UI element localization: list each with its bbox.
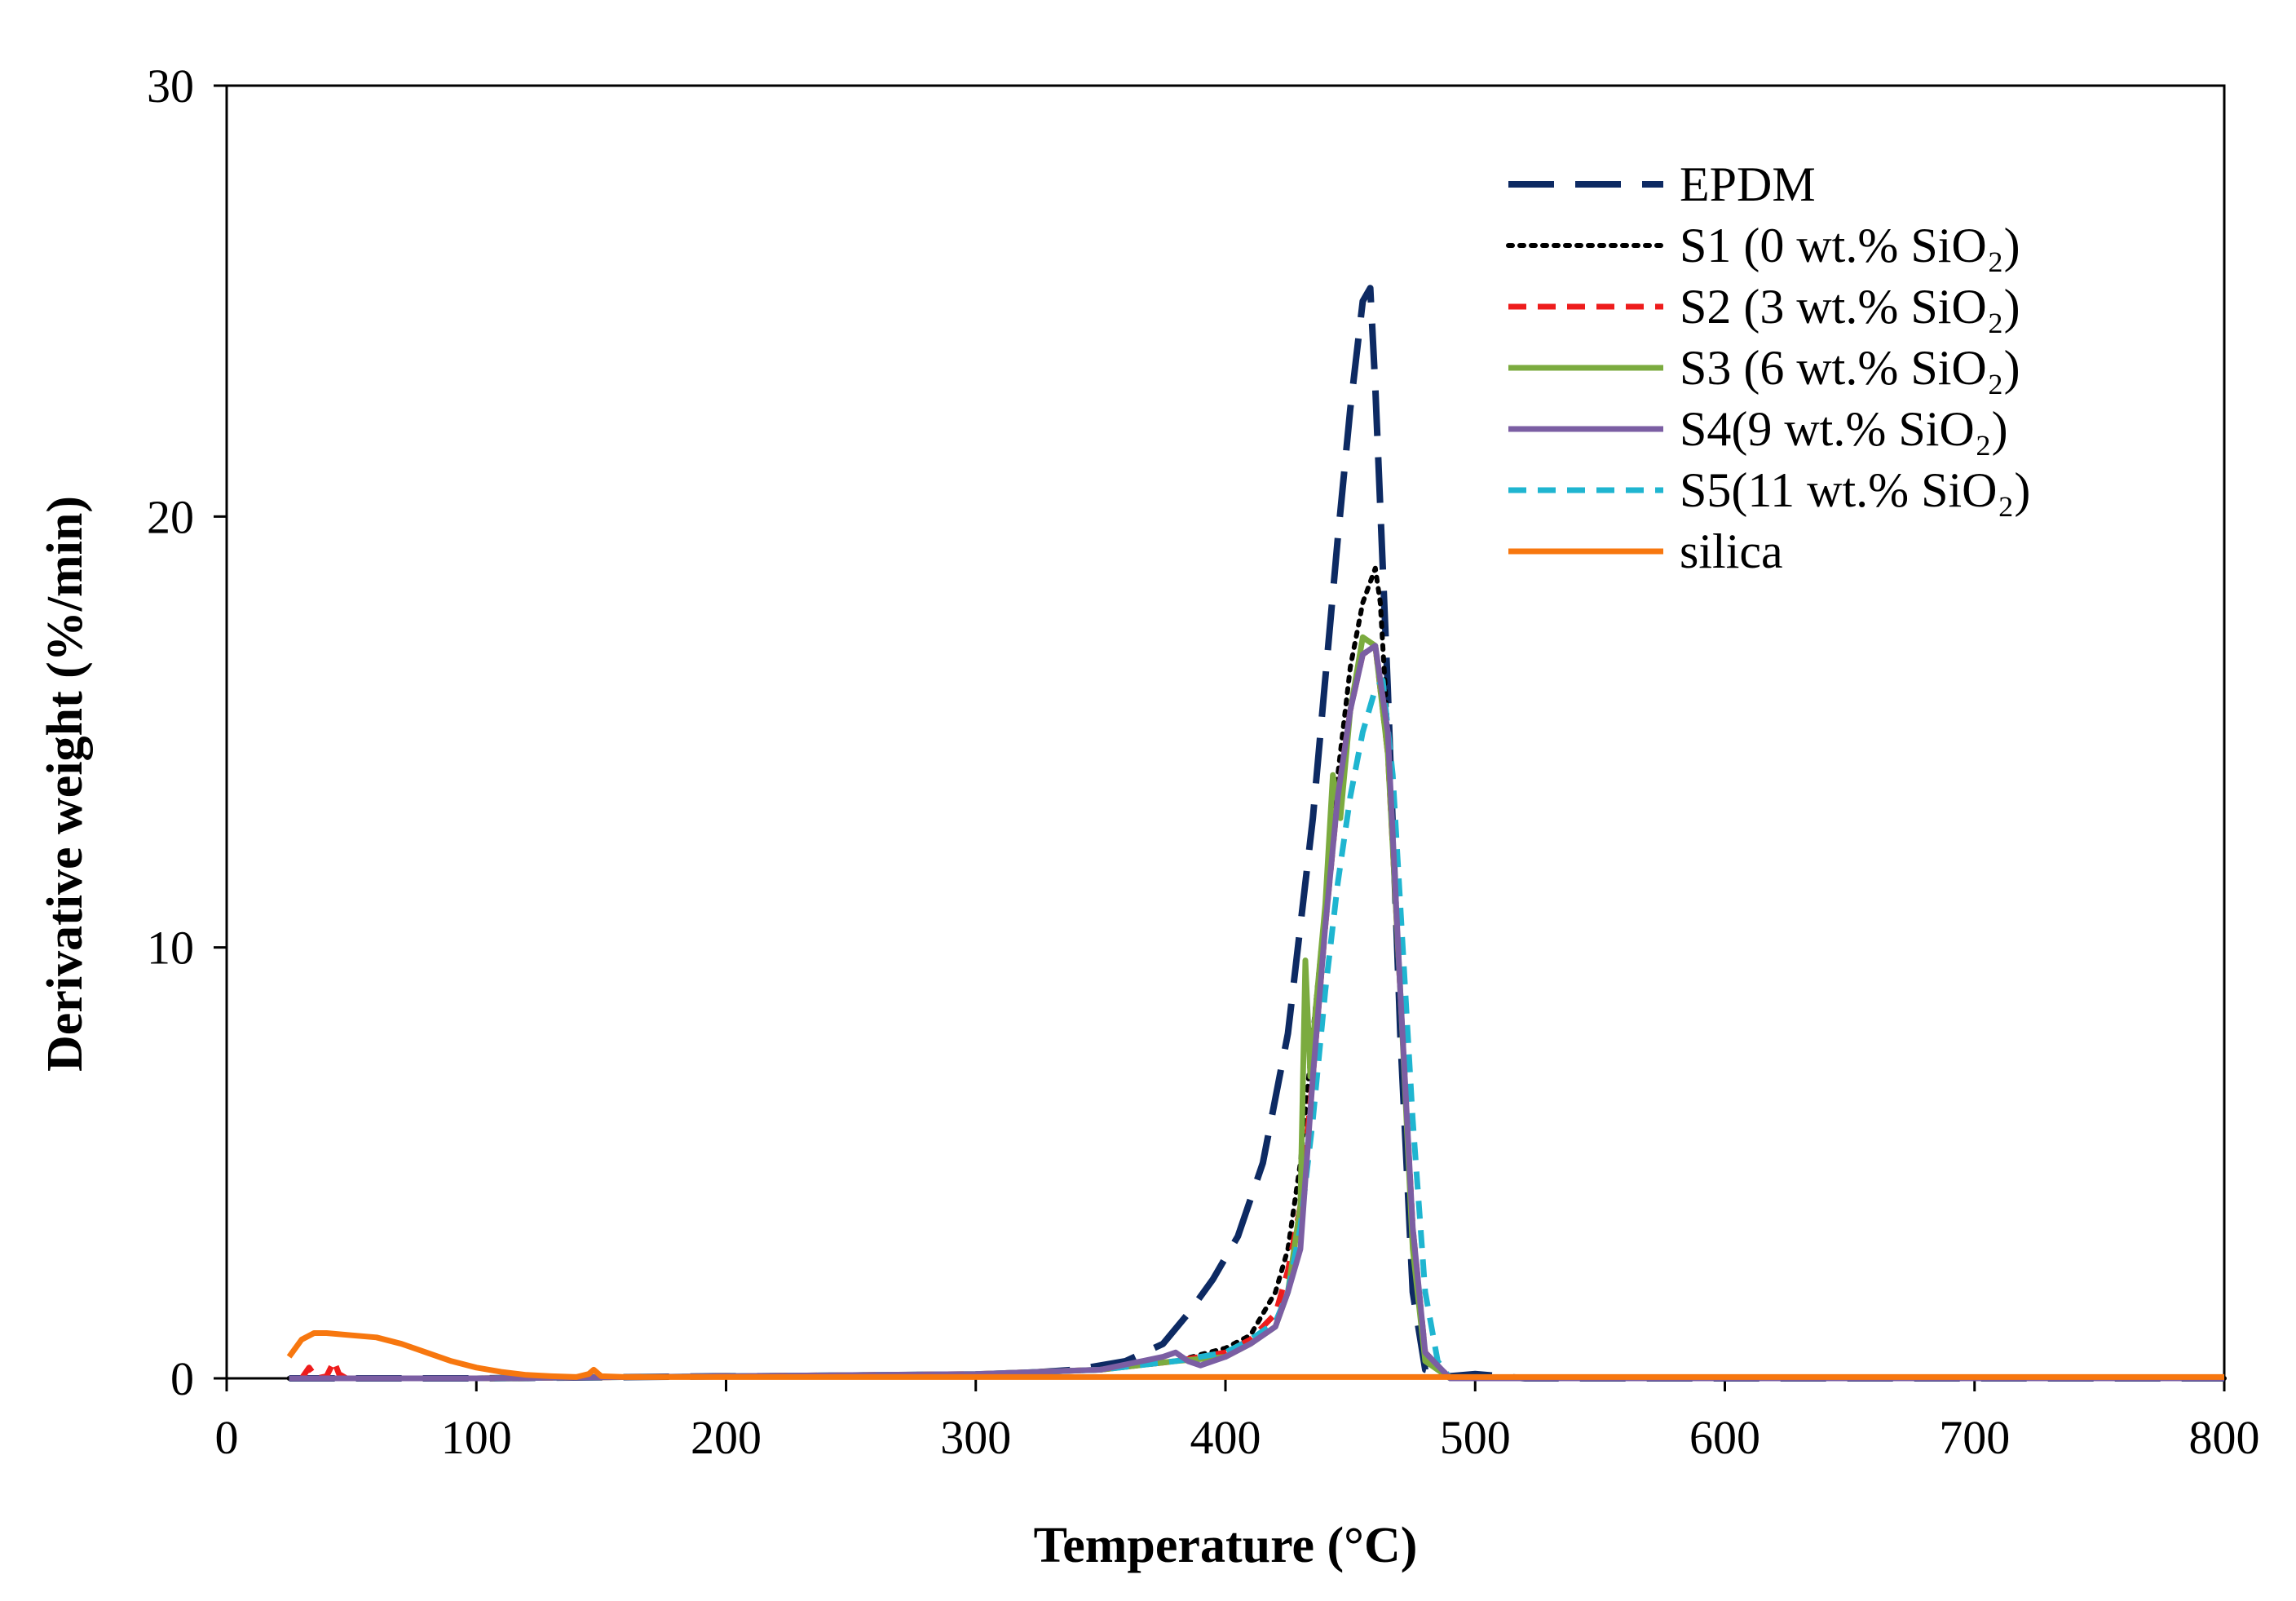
x-axis-title: Temperature (°C) bbox=[1034, 1518, 1418, 1573]
x-tick-label: 600 bbox=[1689, 1411, 1760, 1464]
series-line-s4 bbox=[289, 643, 2224, 1382]
y-tick-label: 20 bbox=[147, 490, 194, 543]
y-tick-label: 0 bbox=[170, 1352, 194, 1405]
series-line-s3 bbox=[289, 634, 2224, 1382]
x-tick-label: 800 bbox=[2189, 1411, 2260, 1464]
x-tick-label: 0 bbox=[215, 1411, 239, 1464]
y-tick-label: 10 bbox=[147, 922, 194, 975]
legend-label-epdm: EPDM bbox=[1680, 157, 1816, 211]
series-line-s5 bbox=[289, 677, 2224, 1382]
series-line-silica bbox=[286, 1330, 2224, 1380]
legend-label-s5: S5(11 wt.% SiO₂) bbox=[1680, 463, 2030, 517]
y-axis-title: Derivative weight (%/min) bbox=[38, 496, 93, 1072]
legend-label-s2: S2 (3 wt.% SiO₂) bbox=[1680, 280, 2020, 334]
x-tick-label: 200 bbox=[691, 1411, 762, 1464]
series-line-s2 bbox=[299, 643, 2224, 1382]
legend-label-s1: S1 (0 wt.% SiO₂) bbox=[1680, 219, 2020, 272]
x-tick-label: 300 bbox=[940, 1411, 1011, 1464]
legend: EPDM S1 (0 wt.% SiO₂) S2 (3 wt.% SiO₂) S3 (… bbox=[1506, 157, 2030, 578]
x-tick-label: 100 bbox=[441, 1411, 512, 1464]
x-tick-label: 400 bbox=[1190, 1411, 1261, 1464]
x-tick-label: 500 bbox=[1440, 1411, 1511, 1464]
y-tick-label: 30 bbox=[147, 60, 194, 113]
x-axis-ticks: 0 100 200 300 400 500 600 700 800 bbox=[215, 1378, 2260, 1464]
x-tick-label: 700 bbox=[1939, 1411, 2010, 1464]
legend-label-s3: S3 (6 wt.% SiO₂) bbox=[1680, 341, 2020, 395]
series-layer bbox=[286, 285, 2227, 1382]
legend-label-s4: S4(9 wt.% SiO₂) bbox=[1680, 402, 2008, 456]
series-line-s1 bbox=[286, 565, 2227, 1381]
y-axis-ticks: 0 10 20 30 bbox=[147, 60, 227, 1405]
legend-label-silica: silica bbox=[1680, 524, 1783, 578]
